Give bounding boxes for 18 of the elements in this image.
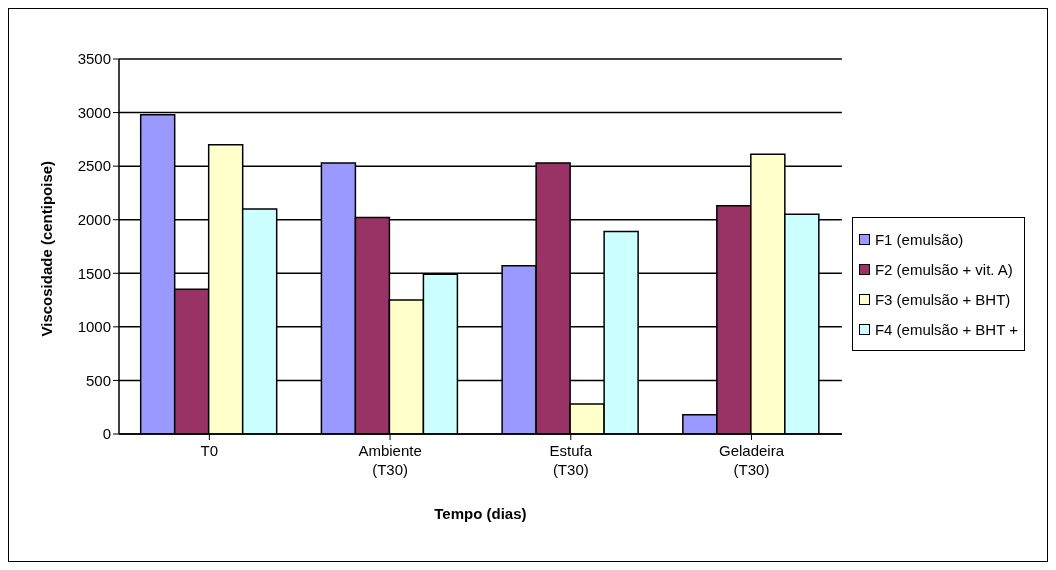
y-tick-label: 3000 — [77, 103, 111, 121]
y-tick-label: 500 — [85, 371, 111, 389]
x-tick-label: Geladeira (T30) — [718, 442, 785, 478]
legend-label: F2 (emulsão + vit. A) — [874, 260, 1013, 278]
x-axis-title: Tempo (dias) — [434, 505, 527, 522]
legend-label: F3 (emulsão + BHT) — [874, 290, 1011, 308]
legend-label: F4 (emulsão + BHT + — [874, 320, 1018, 338]
y-tick-label: 2000 — [77, 211, 111, 229]
y-tick-label: 0 — [102, 425, 111, 443]
y-tick-label: 1000 — [77, 318, 111, 336]
x-tick-label: Estufa (T30) — [549, 442, 593, 478]
y-axis-title: Viscosidade (centipoise) — [38, 160, 56, 337]
x-tick-label: T0 — [200, 442, 219, 459]
y-tick-label: 1500 — [77, 264, 111, 282]
legend-label: F1 (emulsão) — [874, 230, 964, 248]
x-tick-label: Ambiente (T30) — [358, 442, 422, 478]
y-tick-label: 2500 — [77, 157, 111, 175]
y-tick-label: 3500 — [77, 50, 111, 68]
